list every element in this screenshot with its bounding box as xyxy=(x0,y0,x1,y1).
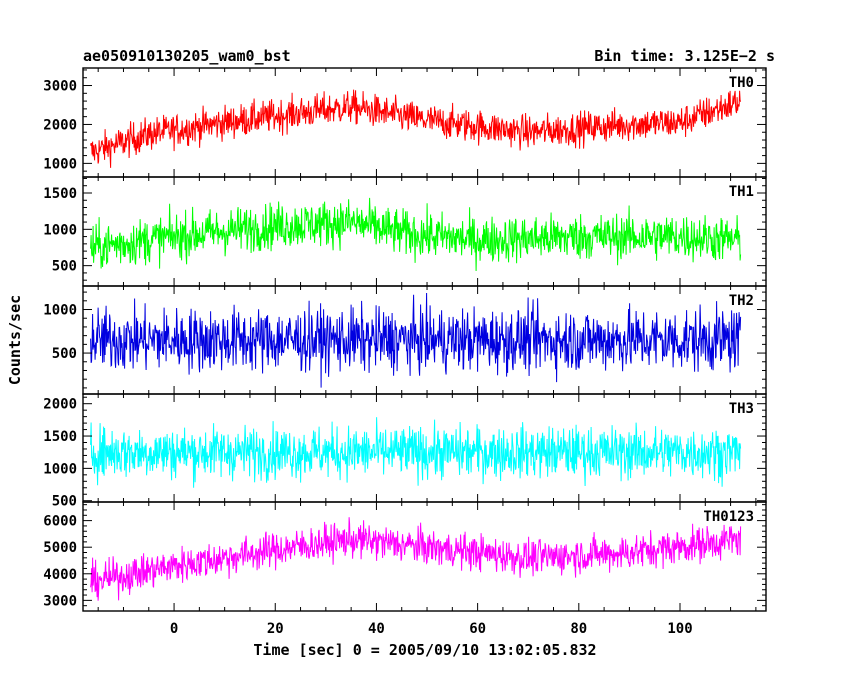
y-tick-label: 500 xyxy=(52,346,77,362)
y-axis-label: Counts/sec xyxy=(6,295,24,385)
x-tick-label: 60 xyxy=(469,621,486,637)
x-axis-label: Time [sec] 0 = 2005/09/10 13:02:05.832 xyxy=(253,641,596,659)
panel-label-th0: TH0 xyxy=(729,75,754,91)
y-tick-label: 5000 xyxy=(43,540,77,556)
y-tick-label: 1000 xyxy=(43,461,77,477)
y-tick-label: 1000 xyxy=(43,156,77,172)
x-tick-label: 20 xyxy=(267,621,284,637)
panel-frame xyxy=(82,501,767,612)
series-th1 xyxy=(90,197,742,272)
x-tick-label: 0 xyxy=(170,621,178,637)
x-tick-label: 80 xyxy=(570,621,587,637)
x-tick-label: 40 xyxy=(368,621,385,637)
chart-title: ae050910130205_wam0_bst xyxy=(83,47,291,65)
y-tick-label: 2000 xyxy=(43,117,77,133)
x-tick-label: 100 xyxy=(667,621,692,637)
y-tick-label: 1000 xyxy=(43,222,77,238)
y-tick-label: 500 xyxy=(52,494,77,510)
y-tick-label: 500 xyxy=(52,259,77,275)
y-tick-label: 2000 xyxy=(43,397,77,413)
panel-th0123: 3000 4000 5000 6000 TH0123 xyxy=(43,501,767,612)
y-tick-label: 1500 xyxy=(43,186,77,202)
y-tick-label: 6000 xyxy=(43,514,77,530)
series-th3 xyxy=(90,417,742,488)
series-th0123 xyxy=(90,517,742,601)
y-tick-label: 1000 xyxy=(43,303,77,319)
y-tick-label: 1500 xyxy=(43,429,77,445)
y-tick-label: 3000 xyxy=(43,593,77,609)
panel-th1: 500 1000 1500 TH1 xyxy=(43,176,767,287)
panel-label-th3: TH3 xyxy=(729,401,754,417)
panel-th0: 1000 2000 3000 TH0 xyxy=(43,67,767,178)
panel-label-th2: TH2 xyxy=(729,293,754,309)
panel-th3: 500 1000 1500 2000 TH3 xyxy=(43,393,767,510)
panel-th2: 500 1000 TH2 xyxy=(43,285,767,395)
bin-time-label: Bin time: 3.125E−2 s xyxy=(594,47,775,65)
series-th2 xyxy=(90,292,742,388)
y-tick-label: 3000 xyxy=(43,79,77,95)
y-tick-label: 4000 xyxy=(43,567,77,583)
panel-label-th1: TH1 xyxy=(729,184,754,200)
panel-label-th0123: TH0123 xyxy=(703,509,754,525)
series-th0 xyxy=(90,89,742,168)
